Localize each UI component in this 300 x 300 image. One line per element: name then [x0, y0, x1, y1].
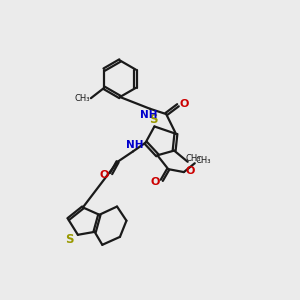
Text: CH₃: CH₃	[75, 94, 90, 103]
Text: S: S	[65, 233, 74, 246]
Text: NH: NH	[126, 140, 143, 150]
Text: O: O	[100, 170, 109, 180]
Text: CH₃: CH₃	[195, 156, 211, 165]
Text: O: O	[180, 99, 189, 109]
Text: NH: NH	[140, 110, 157, 120]
Text: O: O	[186, 166, 195, 176]
Text: CH₃: CH₃	[185, 154, 201, 163]
Text: S: S	[149, 113, 157, 127]
Text: O: O	[151, 177, 160, 187]
